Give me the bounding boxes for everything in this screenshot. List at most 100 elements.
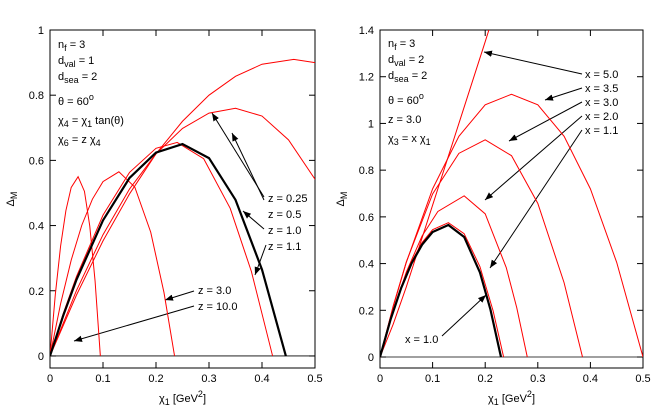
arrow <box>544 87 583 101</box>
plot-frame <box>379 29 644 369</box>
text-run: f <box>394 42 397 52</box>
arrow <box>483 50 583 75</box>
curve <box>50 141 274 357</box>
annotation: χ3 = x χ1 <box>388 133 431 147</box>
text-run: 1 <box>165 397 170 407</box>
curve-label: x = 2.0 <box>585 111 618 123</box>
text-run: 2 <box>198 389 203 399</box>
text-run: = 2 <box>406 54 425 66</box>
x-axis-label: χ1 [GeV2] <box>488 389 535 407</box>
text-run: 1 <box>87 119 92 129</box>
x-tick-label: 0.5 <box>635 373 650 385</box>
text-run: val <box>394 58 406 68</box>
curve <box>380 30 490 358</box>
text-run: M <box>339 192 349 200</box>
y-axis-label: ΔM <box>335 192 349 207</box>
text-run: ] <box>532 393 535 405</box>
text-run: [GeV <box>170 393 199 405</box>
text-run: = z χ <box>69 134 96 146</box>
curve <box>50 175 101 356</box>
curve-label: z = 10.0 <box>198 301 237 313</box>
text-run: z = 3.0 <box>388 114 421 126</box>
text-run: [GeV <box>499 393 528 405</box>
text-run: Δ <box>5 198 17 206</box>
arrow <box>508 101 583 142</box>
x-axis-label: χ1 [GeV2] <box>159 389 206 407</box>
y-tick-label: 0.2 <box>29 286 44 298</box>
curve-label: z = 1.0 <box>268 225 301 237</box>
annotation: dval = 1 <box>58 55 94 69</box>
x-tick-label: 0.3 <box>530 373 545 385</box>
annotation: nf = 3 <box>388 38 415 52</box>
text-run: tan(θ) <box>92 115 124 127</box>
x-tick-label: 0 <box>377 373 383 385</box>
y-tick-label: 0.4 <box>359 259 374 271</box>
x-tick-label: 0.3 <box>201 373 216 385</box>
y-tick-label: 0 <box>368 352 374 364</box>
text-run: 4 <box>96 138 101 148</box>
text-run: o <box>89 92 94 102</box>
annotation: dsea = 2 <box>58 71 97 85</box>
text-run: χ <box>488 393 494 405</box>
text-run: n <box>58 39 64 51</box>
y-tick-label: 1.4 <box>359 25 374 37</box>
text-run: d <box>58 55 64 67</box>
y-tick-label: 1 <box>38 25 44 37</box>
y-tick-label: 1.2 <box>359 72 374 84</box>
text-run: sea <box>394 74 409 84</box>
text-run: ] <box>203 393 206 405</box>
curve-label: x = 1.0 <box>405 334 438 346</box>
text-run: 2 <box>527 389 532 399</box>
text-run: χ <box>388 133 394 145</box>
annotation: χ6 = z χ4 <box>58 134 101 148</box>
arrow <box>231 132 265 201</box>
y-tick-label: 0.4 <box>29 221 44 233</box>
text-run: d <box>388 54 394 66</box>
x-tick-label: 0.4 <box>583 373 598 385</box>
text-run: = x χ <box>399 133 426 145</box>
annotation: θ = 60o <box>388 91 424 107</box>
curve <box>50 58 315 357</box>
x-tick-label: 0.2 <box>148 373 163 385</box>
x-tick-label: 0.5 <box>307 373 322 385</box>
arrow <box>242 210 265 230</box>
annotation: nf = 3 <box>58 39 85 53</box>
curve-label: x = 5.0 <box>585 69 618 81</box>
x-tick-label: 0.1 <box>95 373 110 385</box>
curve-label: z = 0.25 <box>268 193 307 205</box>
curve-label: z = 1.1 <box>268 241 301 253</box>
arrow <box>489 129 583 269</box>
curve <box>380 139 583 358</box>
text-run: d <box>388 70 394 82</box>
text-run: = 2 <box>79 71 98 83</box>
text-run: f <box>64 43 67 53</box>
annotation: z = 3.0 <box>388 114 421 126</box>
text-run: M <box>9 192 19 200</box>
y-axis-label: ΔM <box>5 192 19 207</box>
y-tick-label: 0.6 <box>29 155 44 167</box>
curve-label: x = 3.0 <box>585 97 618 109</box>
text-run: o <box>419 91 424 101</box>
curve <box>50 171 176 357</box>
x-tick-label: 0.2 <box>478 373 493 385</box>
y-tick-label: 0 <box>38 351 44 363</box>
annotation: dsea = 2 <box>388 70 427 84</box>
annotation: dval = 2 <box>388 54 424 68</box>
arrow <box>441 294 487 337</box>
curve <box>50 107 315 357</box>
arrow <box>254 244 267 276</box>
arrow <box>73 305 195 342</box>
x-tick-label: 0.1 <box>425 373 440 385</box>
y-tick-label: 0.6 <box>359 212 374 224</box>
y-tick-label: 0.8 <box>29 90 44 102</box>
text-run: = 1 <box>76 55 95 67</box>
y-tick-label: 0.2 <box>359 305 374 317</box>
arrow <box>164 290 195 301</box>
text-run: = 3 <box>397 38 416 50</box>
curve-label: z = 3.0 <box>198 285 231 297</box>
text-run: 4 <box>64 119 69 129</box>
annotation: θ = 60o <box>58 92 94 108</box>
text-run: d <box>58 71 64 83</box>
curve <box>50 142 287 357</box>
